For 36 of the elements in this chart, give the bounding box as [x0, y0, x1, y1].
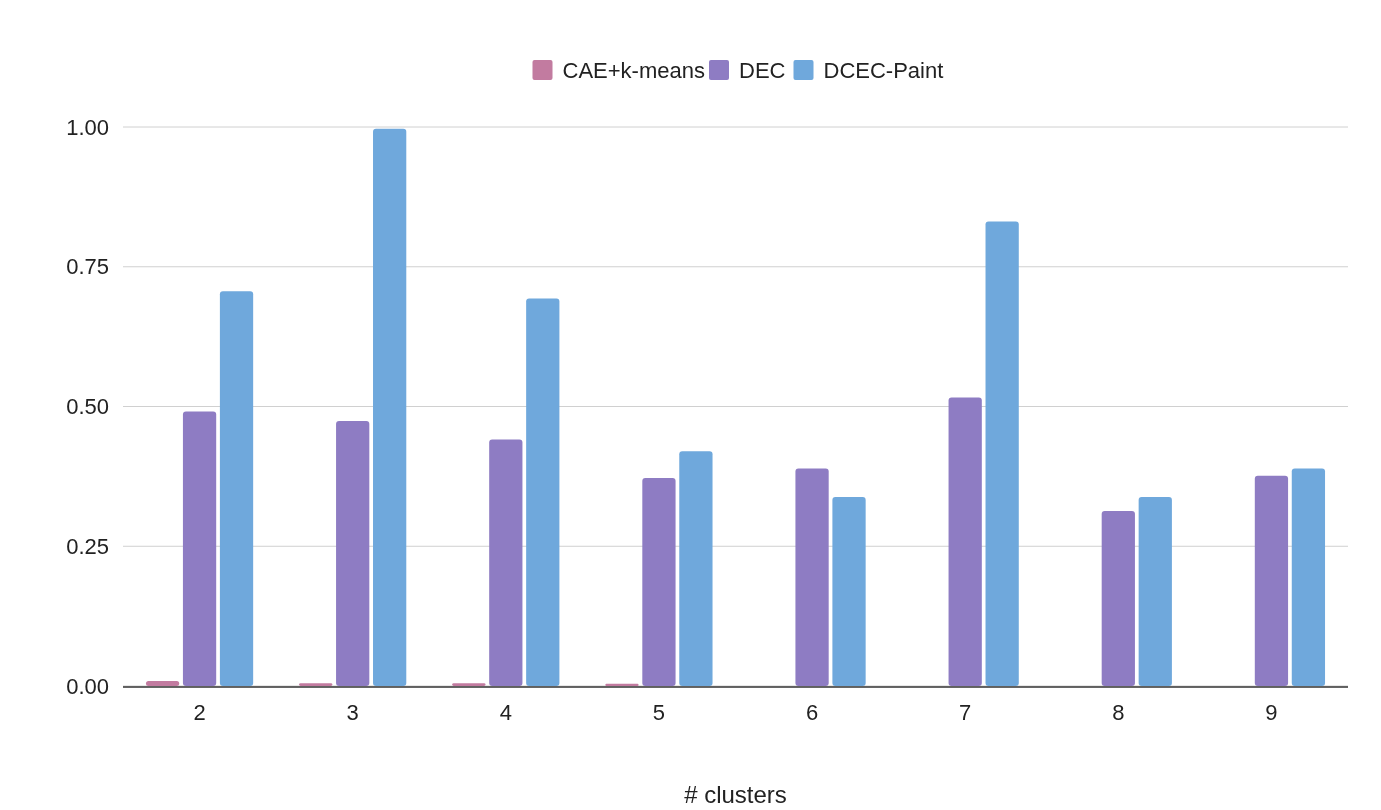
- bar: [489, 439, 523, 686]
- bar: [1138, 497, 1172, 686]
- x-tick-label: 5: [652, 700, 666, 725]
- bar: [985, 221, 1019, 686]
- x-tick-label: 9: [1265, 700, 1278, 725]
- bar: [1291, 468, 1326, 686]
- bar: [526, 298, 560, 686]
- y-tick-label: 1.00: [66, 114, 109, 140]
- legend-label: CAE+k-means: [562, 57, 705, 83]
- bar: [1101, 511, 1135, 686]
- x-tick-label: 3: [346, 700, 359, 725]
- bar: [452, 683, 486, 686]
- bar: [145, 680, 180, 686]
- y-tick-label: 0.50: [66, 394, 109, 420]
- bar: [795, 468, 829, 686]
- x-tick-label: 2: [193, 700, 206, 725]
- x-tick-label: 4: [499, 700, 512, 725]
- bar: [642, 478, 676, 686]
- bar: [679, 451, 713, 686]
- x-tick-label: 8: [1112, 700, 1125, 725]
- bar: [182, 411, 217, 686]
- x-tick-label: 7: [959, 700, 972, 725]
- bar: [373, 128, 407, 686]
- bar: [948, 397, 982, 686]
- y-tick-label: 0.25: [66, 533, 109, 559]
- legend-label: DCEC-Paint: [823, 57, 944, 83]
- y-tick-label: 0.00: [66, 673, 109, 699]
- x-axis-title: # clusters: [684, 781, 787, 808]
- bar: [1254, 475, 1289, 686]
- bar: [299, 683, 333, 686]
- legend-label: DEC: [739, 57, 786, 83]
- bar: [336, 421, 370, 686]
- x-tick-label: 6: [805, 700, 819, 725]
- bar: [219, 291, 254, 686]
- bar: [832, 497, 866, 686]
- y-tick-label: 0.75: [66, 254, 109, 280]
